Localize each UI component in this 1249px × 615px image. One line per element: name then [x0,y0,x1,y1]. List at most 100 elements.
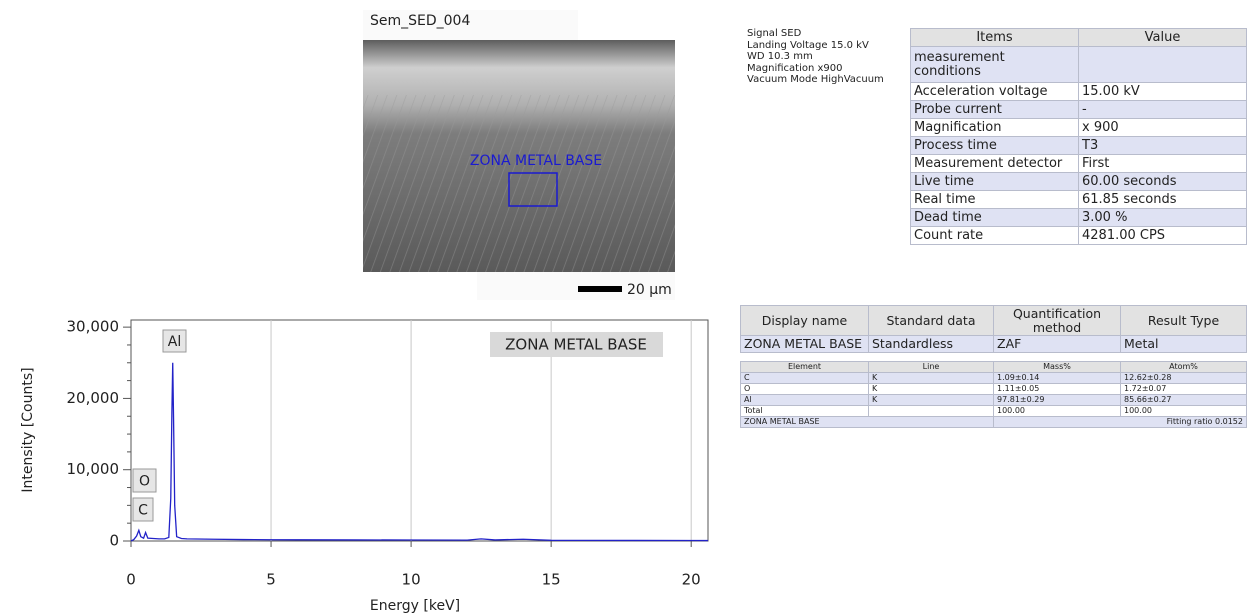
header-cell: Line [869,362,994,373]
row: measurement conditions [911,47,1247,83]
cell: Fitting ratio 0.0152 [994,417,1247,428]
cell [869,406,994,417]
y-axis-label: Intensity [Counts] [20,367,36,492]
scale-bar [578,286,622,292]
cell: Probe current [911,101,1079,119]
header-cell: Items [911,29,1079,47]
cell: Real time [911,191,1079,209]
row: Probe current- [911,101,1247,119]
cell: Live time [911,173,1079,191]
cell: ZONA METAL BASE [741,417,994,428]
y-tick-label: 30,000 [67,318,120,336]
header-cell: Result Type [1121,306,1247,336]
header-cell: Atom% [1121,362,1247,373]
cell: T3 [1079,137,1247,155]
header-cell: Standard data [869,306,994,336]
cell: 1.09±0.14 [994,373,1121,384]
cell: Total [741,406,869,417]
metadata-line: Signal SED [747,28,884,40]
header-cell: Mass% [994,362,1121,373]
cell: O [741,384,869,395]
x-axis-label: Energy [keV] [370,598,460,614]
header-cell: Display name [741,306,869,336]
cell: Measurement detector [911,155,1079,173]
page: Sem_SED_004 ZONA METAL BASE 20 µm 0 5 10 15… [0,0,1249,615]
cell: 3.00 % [1079,209,1247,227]
cell: - [1079,101,1247,119]
cell: 1.11±0.05 [994,384,1121,395]
x-tick-label: 5 [266,571,276,589]
cell: Magnification [911,119,1079,137]
metadata-line: Magnification x900 [747,63,884,75]
header-cell: Element [741,362,869,373]
cell: 100.00 [1121,406,1247,417]
x-tick-label: 10 [402,571,421,589]
cell: 97.81±0.29 [994,395,1121,406]
cell [1079,47,1247,83]
cell: K [869,373,994,384]
cell: Count rate [911,227,1079,245]
header-cell: Quantification method [994,306,1121,336]
cell: x 900 [1079,119,1247,137]
cell: Dead time [911,209,1079,227]
image-title: Sem_SED_004 [370,13,470,29]
annotation: ZONA METAL BASE [505,336,647,354]
cell: Standardless [869,336,994,353]
peak-label: O [139,474,150,490]
sem-texture [363,95,675,272]
cell: 85.66±0.27 [1121,395,1247,406]
roi-label: ZONA METAL BASE [470,153,602,169]
metadata-line: Vacuum Mode HighVacuum [747,74,884,86]
cell: 15.00 kV [1079,83,1247,101]
cell: Metal [1121,336,1247,353]
metadata-line: WD 10.3 mm [747,51,884,63]
row: CK1.09±0.1412.62±0.28 [741,373,1247,384]
peak-label: Al [168,334,181,350]
x-tick-label: 0 [126,571,136,589]
cell: ZONA METAL BASE [741,336,869,353]
cell: 4281.00 CPS [1079,227,1247,245]
y-tick-label: 10,000 [67,460,120,478]
cell: 60.00 seconds [1079,173,1247,191]
cell: Al [741,395,869,406]
cell: K [869,395,994,406]
cell: measurement conditions [911,47,1079,83]
x-tick-label: 20 [682,571,701,589]
cell: K [869,384,994,395]
peak-label: C [138,503,148,519]
cell: Process time [911,137,1079,155]
scale-label: 20 µm [627,282,672,298]
cell: C [741,373,869,384]
y-tick-label: 20,000 [67,389,120,407]
cell: 12.62±0.28 [1121,373,1247,384]
cell: 1.72±0.07 [1121,384,1247,395]
x-tick-label: 15 [542,571,561,589]
cell: 100.00 [994,406,1121,417]
metadata-line: Landing Voltage 15.0 kV [747,40,884,52]
header-row: Display nameStandard dataQuantification … [741,306,1247,336]
header-cell: Value [1079,29,1247,47]
cell: First [1079,155,1247,173]
cell: 61.85 seconds [1079,191,1247,209]
cell: Acceleration voltage [911,83,1079,101]
cell: ZAF [994,336,1121,353]
